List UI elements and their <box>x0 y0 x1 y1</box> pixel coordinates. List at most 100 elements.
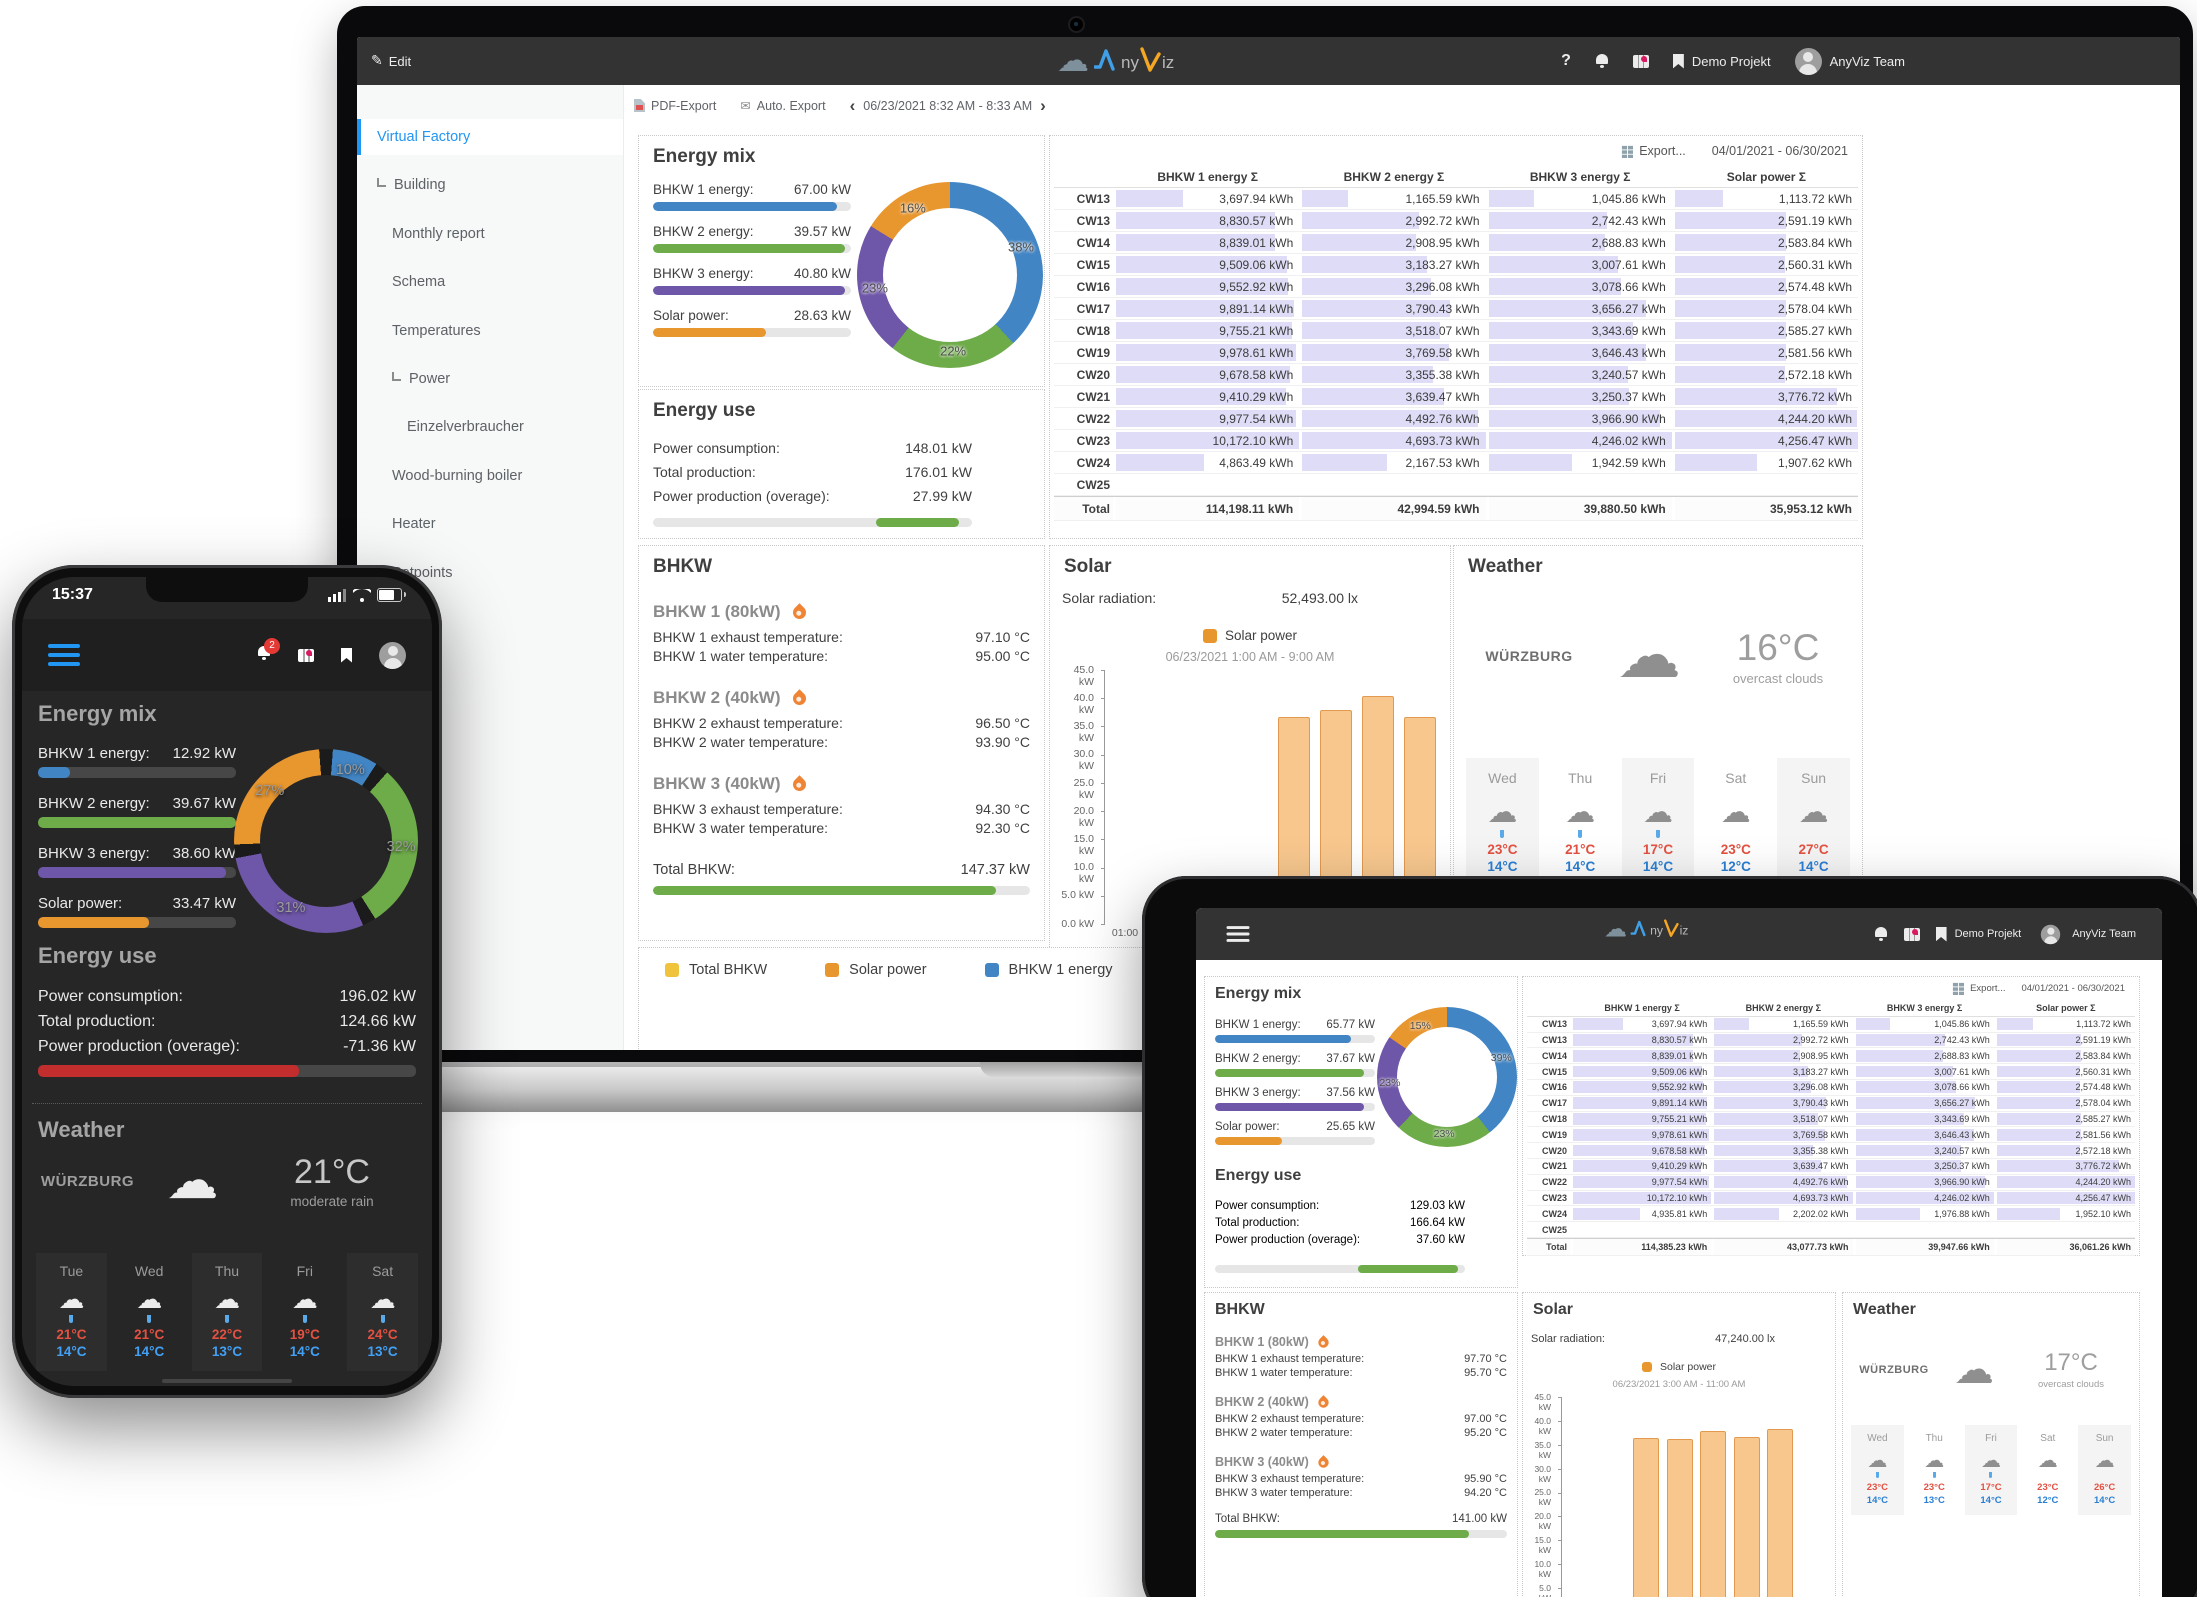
cell-data-bar <box>1996 1144 2081 1157</box>
stat-value: 129.03 kW <box>1410 1200 1465 1212</box>
solar-chart-legend[interactable]: Solar power <box>1050 628 1450 643</box>
forecast-tile: Wed ☁ 21°C 14°C <box>114 1253 185 1371</box>
cell-value: 9,509.06 kWh <box>1219 257 1294 272</box>
sidebar-item[interactable]: Heater <box>357 506 623 542</box>
cell-data-bar <box>1996 1097 2081 1110</box>
project-button[interactable]: Demo Projekt <box>1672 53 1771 69</box>
energy-label: BHKW 2 energy: <box>1215 1053 1301 1065</box>
prev-range-button[interactable]: ‹ <box>849 96 856 115</box>
weather-current: WÜRZBURG ☁ 21°C moderate rain <box>30 1153 424 1209</box>
cell-value: 3,639.47 kWh <box>1405 389 1480 404</box>
table-cell: 4,863.49 kWh <box>1113 452 1299 473</box>
legend-item[interactable]: BHKW 1 energy <box>984 962 1113 978</box>
forecast-day: Thu <box>1568 770 1593 786</box>
table-cell: 8,839.01 kWh <box>1570 1048 1711 1064</box>
bhkw-unit-rows: BHKW 1 exhaust temperature: 97.10 °C BHKW … <box>639 629 1044 664</box>
notifications-button[interactable]: 2 <box>257 637 280 665</box>
table-cell: 4,693.73 kWh <box>1711 1190 1853 1206</box>
energy-bar-track <box>653 244 851 253</box>
cell-value: 3,697.94 kWh <box>1651 1019 1708 1030</box>
menu-icon[interactable] <box>1226 926 1250 942</box>
sidebar-item[interactable]: Power <box>357 361 623 397</box>
stat-value: 97.10 °C <box>975 629 1030 645</box>
solar-chart-legend[interactable]: Solar power <box>1523 1361 1835 1373</box>
table-cell: 3,355.38 kWh <box>1299 364 1485 385</box>
next-range-button[interactable]: › <box>1040 96 1046 115</box>
bhkw-total-value: 141.00 kW <box>1452 1513 1507 1525</box>
menu-icon[interactable] <box>48 644 80 666</box>
stat-value: 95.70 °C <box>1464 1367 1507 1379</box>
table-export-button[interactable]: Export... <box>1952 982 2005 995</box>
temp-high: 23°C <box>1487 842 1518 857</box>
flame-icon <box>1315 1334 1331 1350</box>
y-tick <box>1101 698 1105 700</box>
sidebar-item[interactable]: Monthly report <box>357 216 623 252</box>
solar-chart-subtitle: 06/23/2021 3:00 AM - 11:00 AM <box>1612 1379 1746 1390</box>
project-button[interactable]: Demo Projekt <box>1935 926 2021 942</box>
row-label: CW16 <box>1076 279 1110 294</box>
table-cell: 2,581.56 kWh <box>1671 342 1858 363</box>
energy-mix-donut-chart: 10% 32% 31% 27% <box>234 749 418 933</box>
legend-swatch <box>1641 1362 1652 1372</box>
sidebar-item[interactable]: Einzelverbraucher <box>357 409 623 445</box>
legend-item[interactable]: Total BHKW <box>665 962 767 978</box>
table-row: CW23 10,172.10 kWh 4,693.73 kWh 4,246.02 kW… <box>1527 1190 2135 1207</box>
map-icon[interactable] <box>298 648 314 662</box>
pdf-export-button[interactable]: PDF-Export <box>634 99 716 113</box>
cell-data-bar <box>1488 278 1622 295</box>
cell-data-bar <box>1302 212 1420 229</box>
notifications-icon[interactable] <box>1874 927 1888 941</box>
cell-data-bar <box>1674 344 1786 361</box>
total-value: 42,994.59 kWh <box>1397 501 1480 516</box>
forecast-day: Sat <box>2040 1433 2056 1444</box>
energy-mix-donut-chart: 38% 22% 23% 16% <box>857 182 1043 368</box>
table-export-button[interactable]: Export... <box>1621 144 1686 158</box>
row-label: CW18 <box>1076 323 1110 338</box>
sidebar-item[interactable]: Wood-burning boiler <box>357 458 623 494</box>
table-cell: 9,509.06 kWh <box>1570 1064 1711 1079</box>
help-button[interactable]: ? <box>1561 52 1571 69</box>
energy-value: 28.63 kW <box>793 308 851 323</box>
account-button[interactable]: AnyViz Team <box>2037 921 2136 948</box>
cell-data-bar <box>1996 1160 2120 1173</box>
cell-data-bar <box>1996 1128 2081 1141</box>
energy-mix-panel: Energy mix BHKW 1 energy: 67.00 kW BHKW 2 … <box>638 135 1045 387</box>
total-cell: 36,061.26 kWh <box>1993 1238 2135 1255</box>
table-cell: 10,172.10 kWh <box>1113 430 1300 451</box>
cell-value: 3,343.69 kWh <box>1591 323 1666 338</box>
home-indicator[interactable] <box>162 1379 292 1383</box>
sidebar-item[interactable]: Virtual Factory <box>357 119 623 155</box>
table-cell <box>1852 1222 1994 1237</box>
bookmark-icon[interactable] <box>341 647 352 663</box>
cell-data-bar <box>1855 1160 1962 1173</box>
temp-high: 22°C <box>211 1327 243 1342</box>
raindrop-icon <box>1655 830 1660 838</box>
cell-value: 2,560.31 kWh <box>1777 257 1852 272</box>
table-header-actions: Export... 04/01/2021 - 06/30/2021 <box>1537 982 2125 995</box>
weather-current: WÜRZBURG ☁ 16°C overcast clouds <box>1464 624 1852 688</box>
temp-low: 14°C <box>1565 859 1596 874</box>
forecast-tile: Sun ☁ 27°C 14°C <box>1777 758 1850 888</box>
cell-value: 4,863.49 kWh <box>1219 455 1294 470</box>
legend-item[interactable]: Solar power <box>825 962 927 978</box>
sidebar-item[interactable]: Building <box>357 167 623 203</box>
logo-cloud-icon: ☁ <box>1604 914 1628 943</box>
map-icon[interactable] <box>1903 927 1920 941</box>
map-icon[interactable] <box>1632 54 1649 68</box>
notifications-icon[interactable] <box>1595 54 1609 68</box>
account-button[interactable]: AnyViz Team <box>1794 47 1905 75</box>
energy-label: BHKW 1 energy: <box>653 182 754 197</box>
stat-label: BHKW 3 water temperature: <box>653 820 829 836</box>
cell-data-bar <box>1996 1176 2135 1189</box>
avatar[interactable] <box>379 641 406 669</box>
auto-export-button[interactable]: ✉ Auto. Export <box>740 98 825 113</box>
sidebar-item[interactable]: Schema <box>357 264 623 300</box>
edit-button[interactable]: ✎ Edit <box>371 53 411 69</box>
row-label: CW15 <box>1541 1066 1567 1077</box>
sidebar-item[interactable]: Temperatures <box>357 313 623 349</box>
cell-value: 4,244.20 kWh <box>2075 1177 2131 1188</box>
cell-value: 8,830.57 kWh <box>1651 1034 1708 1045</box>
stat-label: Total production: <box>1215 1217 1300 1229</box>
cell-value: 3,355.38 kWh <box>1792 1145 1849 1156</box>
bhkw-unit-rows: BHKW 3 exhaust temperature: 94.30 °C BHKW … <box>639 801 1044 836</box>
